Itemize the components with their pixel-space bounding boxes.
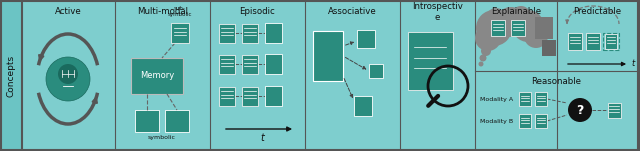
FancyBboxPatch shape <box>535 92 547 106</box>
Text: Associative: Associative <box>328 8 377 16</box>
FancyBboxPatch shape <box>568 32 582 50</box>
Text: Introspectiv
e: Introspectiv e <box>412 2 463 22</box>
FancyBboxPatch shape <box>264 54 282 74</box>
FancyBboxPatch shape <box>1 1 22 150</box>
FancyBboxPatch shape <box>408 32 452 90</box>
FancyBboxPatch shape <box>165 110 189 132</box>
FancyBboxPatch shape <box>519 114 531 128</box>
Text: Multi-modal: Multi-modal <box>137 8 188 16</box>
FancyBboxPatch shape <box>264 23 282 43</box>
FancyBboxPatch shape <box>219 24 235 42</box>
FancyBboxPatch shape <box>131 58 183 94</box>
Circle shape <box>496 7 526 37</box>
Text: Concepts: Concepts <box>6 55 15 97</box>
Circle shape <box>46 57 90 101</box>
FancyBboxPatch shape <box>369 64 383 78</box>
Circle shape <box>511 6 531 26</box>
Text: t: t <box>631 59 634 69</box>
FancyBboxPatch shape <box>242 55 258 74</box>
Text: Predictable: Predictable <box>573 8 621 16</box>
FancyBboxPatch shape <box>135 110 159 132</box>
Circle shape <box>475 25 501 51</box>
Text: t: t <box>260 133 264 143</box>
Circle shape <box>524 24 548 48</box>
Text: Episodic: Episodic <box>239 8 275 16</box>
FancyBboxPatch shape <box>357 30 375 48</box>
FancyBboxPatch shape <box>542 40 556 56</box>
FancyBboxPatch shape <box>313 31 343 81</box>
Text: Memory: Memory <box>140 72 174 80</box>
Circle shape <box>479 55 486 61</box>
Circle shape <box>512 10 544 42</box>
Circle shape <box>481 46 491 56</box>
FancyBboxPatch shape <box>219 55 235 74</box>
Text: Active: Active <box>55 8 82 16</box>
Text: Explainable: Explainable <box>491 8 541 16</box>
Text: Modality A: Modality A <box>480 96 513 101</box>
FancyBboxPatch shape <box>264 86 282 106</box>
Text: symbolic: symbolic <box>148 135 176 140</box>
Circle shape <box>479 61 483 66</box>
FancyBboxPatch shape <box>607 103 621 117</box>
FancyBboxPatch shape <box>519 92 531 106</box>
Text: ?: ? <box>576 103 584 117</box>
Text: sub-
symbolic: sub- symbolic <box>168 6 192 17</box>
FancyBboxPatch shape <box>605 34 617 48</box>
FancyBboxPatch shape <box>219 87 235 106</box>
FancyBboxPatch shape <box>535 17 553 39</box>
Text: Modality B: Modality B <box>480 119 513 124</box>
Circle shape <box>486 8 506 28</box>
FancyBboxPatch shape <box>242 24 258 42</box>
FancyBboxPatch shape <box>586 32 600 50</box>
FancyBboxPatch shape <box>535 114 547 128</box>
Circle shape <box>568 98 592 122</box>
Circle shape <box>58 64 78 84</box>
FancyBboxPatch shape <box>491 20 505 36</box>
FancyBboxPatch shape <box>242 87 258 106</box>
FancyBboxPatch shape <box>171 23 189 43</box>
FancyBboxPatch shape <box>511 20 525 36</box>
FancyBboxPatch shape <box>354 96 372 116</box>
Text: Reasonable: Reasonable <box>531 77 581 87</box>
Circle shape <box>476 10 512 46</box>
FancyBboxPatch shape <box>603 32 619 50</box>
